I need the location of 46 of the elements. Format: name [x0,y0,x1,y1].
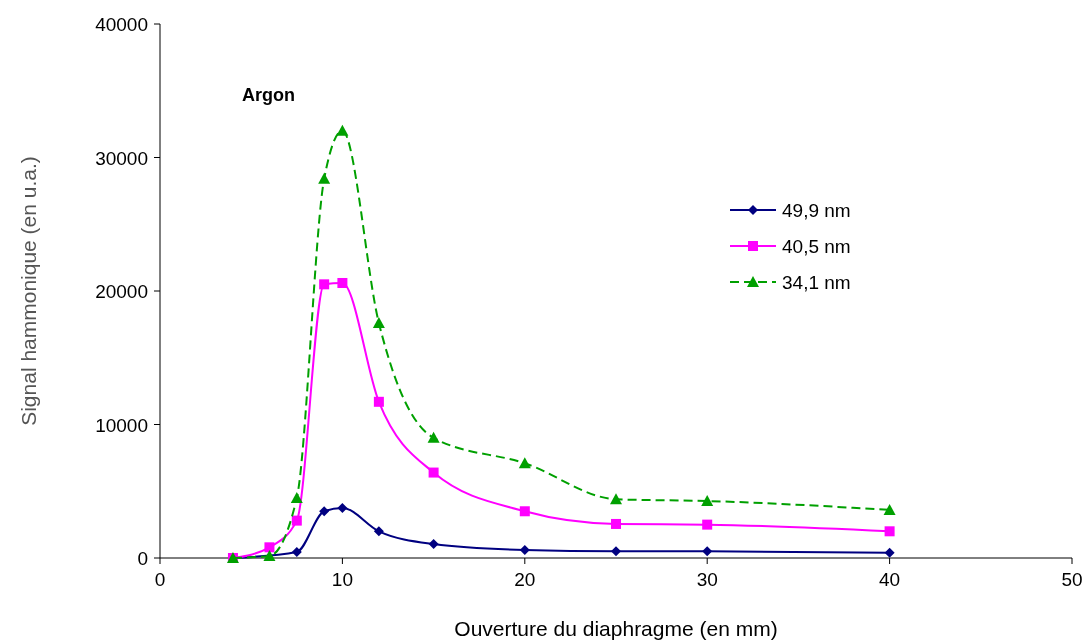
point [519,544,530,555]
point [519,506,530,517]
point [702,519,713,530]
point [373,526,384,537]
point [291,515,302,526]
y-tick-label: 20000 [95,281,148,302]
point [263,550,276,561]
point [883,503,896,515]
point [373,396,384,407]
text: Argon [242,85,296,106]
point [611,546,621,557]
x-tick-label: 50 [1061,569,1083,590]
point [319,506,330,517]
legend-label: 40,5 nm [782,236,851,257]
point [610,493,622,505]
point [291,546,302,557]
point [427,431,440,443]
point [884,547,895,558]
point [702,546,713,557]
x-axis-title: Ouverture du diaphragme (en mm) [454,617,778,640]
y-tick-label: 0 [137,548,148,569]
point [290,491,303,503]
point [336,124,349,136]
point [518,457,531,469]
y-tick-label: 40000 [95,14,148,35]
point [428,467,439,478]
point [337,502,348,513]
y-tick-label: 30000 [95,147,148,169]
x-tick-label: 10 [331,569,353,590]
point [372,317,385,329]
point [318,172,331,184]
point [611,518,621,529]
legend-label: 49,9 nm [782,200,851,221]
x-tick-label: 0 [154,569,166,590]
y-axis-title: Signal hammonique (en u.a.) [17,156,40,426]
x-tick-label: 20 [514,569,536,590]
x-tick-label: 30 [696,569,718,590]
point [264,542,275,553]
point [428,538,439,549]
y-tick-label: 10000 [95,414,148,436]
legend-label: 34,1 nm [782,272,851,293]
point [701,495,714,506]
point [337,277,348,288]
x-tick-label: 40 [879,569,901,590]
point [884,526,895,537]
point [319,279,330,290]
